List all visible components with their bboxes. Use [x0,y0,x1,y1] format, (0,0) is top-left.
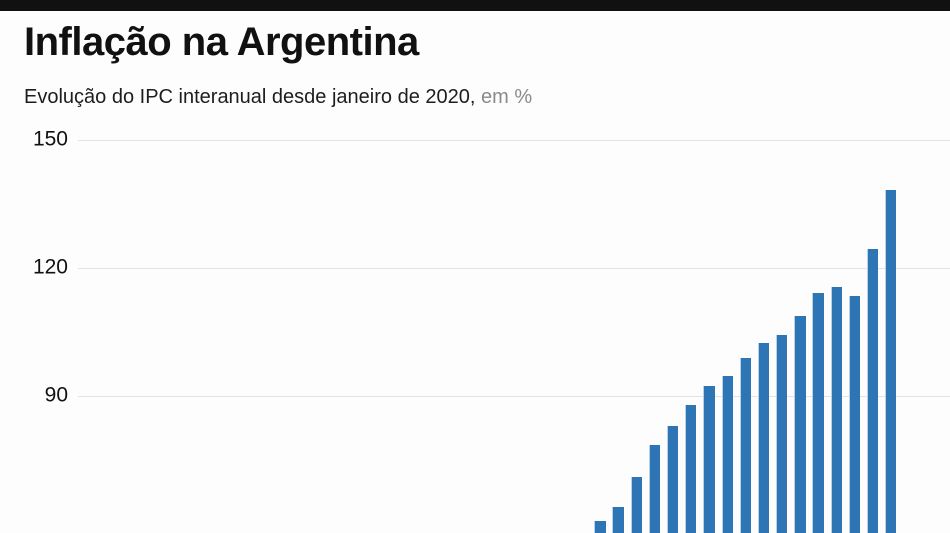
y-tick-label-150: 150 [32,127,68,151]
page-title: Inflação na Argentina [24,20,419,64]
bar-mar-2023 [776,335,788,533]
bar-ago-2023 [866,249,879,533]
bar-jan-2023 [739,358,751,533]
page-subtitle: Evolução do IPC interanual desde janeiro… [24,86,532,109]
bar-set-2023 [885,189,897,533]
bar-jul-2023 [848,296,861,533]
bar-jun-2023 [830,286,842,533]
bar-mai-2022 [594,521,606,533]
subtitle-main-text: Evolução do IPC interanual desde janeiro… [24,86,476,108]
gridline-150 [78,140,950,141]
bar-ago-2022 [648,445,661,533]
y-tick-label-120: 120 [32,255,68,279]
bar-nov-2022 [703,385,715,533]
bar-out-2022 [685,404,697,533]
gridline-90 [78,396,950,397]
bar-fev-2023 [757,342,770,533]
bar-mai-2023 [812,292,824,533]
bar-set-2022 [667,425,679,533]
bar-jun-2022 [612,506,624,533]
subtitle-unit-text: em % [481,86,533,108]
gridline-120 [78,268,950,269]
y-tick-label-90: 90 [44,383,68,407]
bar-dez-2022 [721,375,733,533]
bar-jul-2022 [630,477,642,533]
bar-abr-2023 [794,315,806,533]
top-black-bar [0,0,950,11]
